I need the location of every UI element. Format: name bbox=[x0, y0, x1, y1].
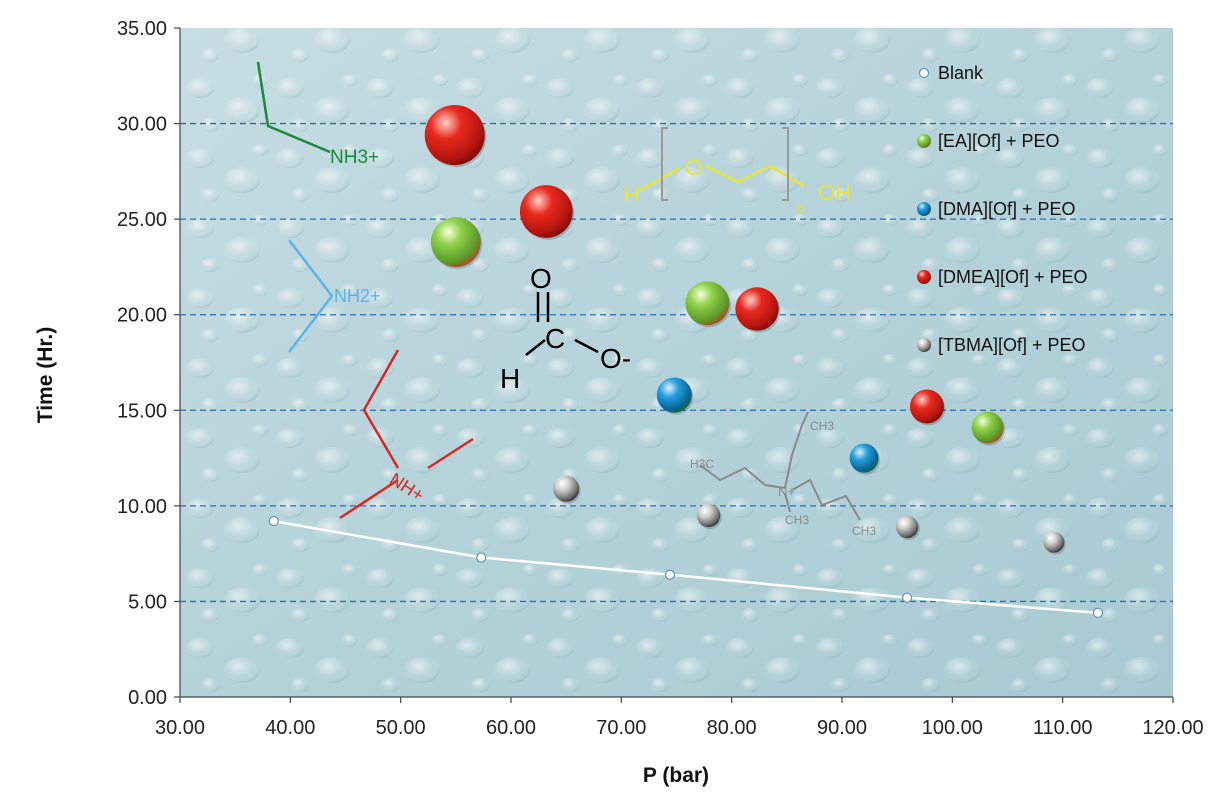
ea-amine-structure bbox=[256, 61, 331, 154]
point-1-1 bbox=[685, 281, 730, 326]
point-3-0 bbox=[424, 104, 485, 166]
x-tick-label-7: 100.00 bbox=[922, 717, 983, 739]
point-0-3 bbox=[901, 592, 913, 603]
legend-marker-0 bbox=[918, 67, 930, 79]
tbma-ch3-top: CH3 bbox=[810, 419, 834, 433]
x-tick-label-1: 40.00 bbox=[265, 717, 315, 739]
point-3-3 bbox=[909, 389, 944, 424]
data-series bbox=[268, 104, 1104, 619]
dma-amine-structure bbox=[288, 239, 333, 353]
x-axis-title: P (bar) bbox=[643, 764, 709, 787]
y-axis-title: Time (Hr.) bbox=[34, 327, 57, 423]
formate-o-top: O bbox=[530, 263, 552, 294]
point-2-1 bbox=[849, 443, 879, 473]
legend-label-1: [EA][Of] + PEO bbox=[938, 131, 1060, 151]
x-tick-label-4: 70.00 bbox=[596, 717, 646, 739]
y-tick-label-6: 30.00 bbox=[117, 114, 167, 136]
y-tick-label-3: 15.00 bbox=[117, 400, 167, 422]
legend-marker-2 bbox=[917, 202, 931, 216]
tbma-ch3-right: CH3 bbox=[852, 524, 876, 538]
series-2 bbox=[656, 377, 881, 475]
legend-marker-1 bbox=[917, 134, 931, 148]
y-tick-label-7: 35.00 bbox=[117, 18, 167, 40]
series-1 bbox=[430, 217, 1006, 446]
x-tick-label-6: 90.00 bbox=[817, 717, 867, 739]
legend-marker-4 bbox=[917, 338, 931, 352]
ea-amine-label: NH3+ bbox=[330, 147, 379, 168]
legend: Blank [EA][Of] + PEO [DMA][Of] + PEO [DMEA]… bbox=[917, 63, 1088, 355]
dma-amine-label: NH2+ bbox=[334, 286, 381, 306]
x-tick-label-3: 60.00 bbox=[486, 717, 536, 739]
formate-h: H bbox=[500, 363, 520, 394]
x-tick-label-5: 80.00 bbox=[707, 717, 757, 739]
point-0-2 bbox=[664, 569, 676, 580]
point-1-2 bbox=[971, 411, 1004, 444]
legend-label-2: [DMA][Of] + PEO bbox=[938, 199, 1076, 219]
legend-label-3: [DMEA][Of] + PEO bbox=[938, 267, 1088, 287]
formate-c: C bbox=[545, 323, 565, 354]
point-0-0 bbox=[268, 515, 279, 527]
x-tick-label-0: 30.00 bbox=[155, 717, 205, 739]
point-1-0 bbox=[430, 217, 481, 267]
peo-h: H bbox=[624, 182, 640, 207]
point-3-1 bbox=[519, 185, 573, 238]
y-tick-label-2: 10.00 bbox=[117, 496, 167, 518]
series-0 bbox=[268, 515, 1104, 619]
series-3 bbox=[424, 104, 946, 426]
point-0-1 bbox=[476, 552, 487, 563]
point-4-2 bbox=[895, 515, 919, 539]
tbma-n: N+ bbox=[778, 484, 795, 499]
legend-label-0: Blank bbox=[938, 63, 984, 83]
x-tick-label-2: 50.00 bbox=[376, 717, 426, 739]
peo-brackets bbox=[661, 127, 789, 201]
y-tick-label-5: 25.00 bbox=[117, 209, 167, 231]
tbma-structure bbox=[699, 411, 861, 521]
point-3-2 bbox=[735, 287, 779, 331]
peo-oh: OH bbox=[818, 180, 851, 205]
legend-marker-3 bbox=[917, 270, 931, 284]
point-0-4 bbox=[1092, 607, 1104, 619]
x-tick-label-9: 120.00 bbox=[1142, 717, 1203, 739]
formate-structure bbox=[525, 292, 599, 356]
y-tick-label-0: 0.00 bbox=[128, 687, 167, 709]
x-tick-labels: 30.00 40.00 50.00 60.00 70.00 80.00 90.00 100.0… bbox=[155, 697, 1204, 739]
y-tick-labels: 0.00 5.00 10.00 15.00 20.00 25.00 30.00 35.00 bbox=[117, 18, 180, 709]
tbma-h3c: H3C bbox=[690, 457, 714, 471]
point-2-0 bbox=[656, 377, 692, 413]
point-4-3 bbox=[1043, 531, 1065, 553]
series-4 bbox=[553, 475, 1066, 555]
dmea-amine-structure bbox=[339, 349, 474, 520]
y-tick-label-4: 20.00 bbox=[117, 305, 167, 327]
tbma-ch3-bottom: CH3 bbox=[785, 513, 809, 527]
gridlines bbox=[180, 122, 1173, 603]
point-4-0 bbox=[553, 475, 580, 502]
point-4-1 bbox=[696, 503, 721, 528]
plot-texture bbox=[180, 28, 1173, 697]
formate-o-right: O- bbox=[600, 343, 631, 374]
y-tick-label-1: 5.00 bbox=[128, 591, 167, 613]
axes bbox=[179, 28, 1173, 698]
peo-n: n bbox=[796, 201, 805, 218]
x-tick-label-8: 110.00 bbox=[1033, 717, 1093, 739]
legend-label-4: [TBMA][Of] + PEO bbox=[938, 335, 1086, 355]
peo-o: O bbox=[685, 155, 702, 180]
